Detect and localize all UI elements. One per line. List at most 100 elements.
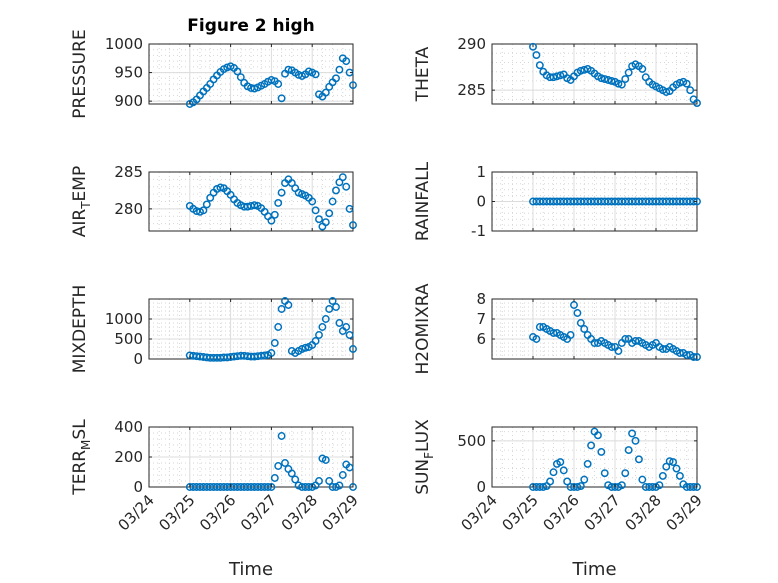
data-point: [342, 57, 351, 66]
tick-marks: [148, 43, 354, 104]
data-point: [669, 458, 678, 467]
data-point: [284, 301, 293, 309]
data-point: [260, 351, 269, 360]
data-point: [546, 477, 555, 486]
data-point: [675, 471, 684, 480]
data-point: [349, 483, 357, 491]
data-point: [332, 303, 340, 311]
data-point: [617, 80, 626, 89]
panel-h2omixra: 6 7 8 H2OMIXRA: [413, 283, 701, 375]
y-tick-labels: 0 500: [457, 432, 486, 496]
data-point: [267, 483, 276, 491]
data-point: [638, 475, 647, 484]
data-points: [529, 301, 701, 361]
data-point: [672, 464, 681, 473]
y-label-part: SUN: [413, 459, 433, 495]
y-tick-label: 200: [114, 448, 143, 466]
data-point: [549, 73, 558, 82]
axes-frame: [491, 43, 698, 105]
tick-marks: [148, 299, 354, 360]
data-point: [335, 65, 344, 74]
data-point: [535, 61, 544, 70]
y-tick-label: 280: [114, 200, 143, 218]
data-point: [270, 339, 279, 347]
data-point: [624, 446, 633, 455]
data-points: [529, 42, 701, 108]
data-point: [638, 64, 647, 73]
panel-mixdepth: 0 500 1000 MIXDEPTH: [70, 285, 357, 374]
data-point: [250, 84, 259, 93]
data-point: [617, 481, 626, 490]
y-tick-label: 0: [133, 478, 143, 496]
data-points: [185, 297, 357, 362]
data-point: [621, 469, 630, 478]
y-tick-label: 7: [476, 310, 486, 328]
y-tick-label: 1000: [105, 310, 143, 328]
data-point: [631, 337, 640, 345]
data-point: [315, 477, 323, 485]
data-point: [631, 436, 640, 445]
data-point: [559, 466, 568, 475]
axes-frame: [148, 298, 354, 360]
tick-marks: [491, 171, 698, 232]
tick-marks: [491, 427, 698, 488]
figure-title: Figure 2 high: [187, 16, 315, 36]
data-point: [328, 297, 337, 305]
x-axis-label: Time: [571, 559, 616, 580]
y-tick-label: 8: [476, 290, 486, 308]
data-point: [600, 75, 609, 84]
panel-pressure: 900 950 1000 PRESSURE Figure 2 high: [70, 16, 357, 119]
data-point: [332, 186, 340, 195]
data-point: [665, 457, 674, 466]
y-tick-labels: 0 500 1000: [105, 310, 143, 368]
data-point: [267, 76, 276, 84]
data-point: [693, 353, 701, 361]
data-point: [202, 200, 211, 209]
y-tick-label: 285: [114, 163, 143, 181]
data-point: [236, 73, 245, 82]
data-points: [185, 432, 357, 491]
data-point: [580, 325, 589, 333]
data-points: [185, 54, 357, 108]
data-point: [349, 345, 357, 353]
y-label-part: LUX: [413, 419, 433, 452]
y-axis-label: THETA: [413, 46, 433, 102]
data-point: [549, 329, 558, 337]
panel-rainfall: -1 0 1 RAINFALL: [413, 161, 701, 241]
y-axis-label: MIXDEPTH: [70, 285, 90, 374]
data-point: [325, 477, 334, 485]
data-point: [277, 188, 286, 197]
x-axis-label: Time: [228, 559, 273, 580]
data-point: [274, 199, 283, 207]
panel-air-temp: 280 285 AIRTEMP: [70, 163, 357, 237]
data-point: [675, 349, 684, 357]
y-tick-labels: 285 290: [457, 35, 486, 99]
data-point: [693, 483, 701, 491]
data-point: [539, 483, 548, 491]
data-point: [529, 42, 537, 51]
y-axis-label: RAINFALL: [413, 161, 433, 241]
y-tick-label: 0: [476, 478, 486, 496]
data-point: [634, 455, 643, 464]
data-point: [315, 215, 323, 224]
axes-frame: [148, 171, 354, 232]
data-point: [349, 81, 357, 90]
data-point: [216, 183, 225, 192]
panel-theta: 285 290 THETA: [413, 35, 701, 108]
data-point: [335, 319, 344, 327]
data-point: [614, 347, 623, 355]
data-point: [614, 79, 623, 88]
data-point: [311, 70, 320, 79]
data-point: [277, 305, 286, 313]
data-point: [274, 80, 283, 88]
y-tick-label: 0: [476, 193, 486, 211]
data-point: [233, 67, 242, 76]
data-point: [311, 206, 320, 215]
y-tick-label: 6: [476, 330, 486, 348]
data-point: [624, 68, 633, 77]
y-tick-label: 950: [114, 64, 143, 82]
data-point: [318, 323, 327, 331]
data-point: [301, 343, 310, 352]
data-point: [267, 216, 276, 225]
